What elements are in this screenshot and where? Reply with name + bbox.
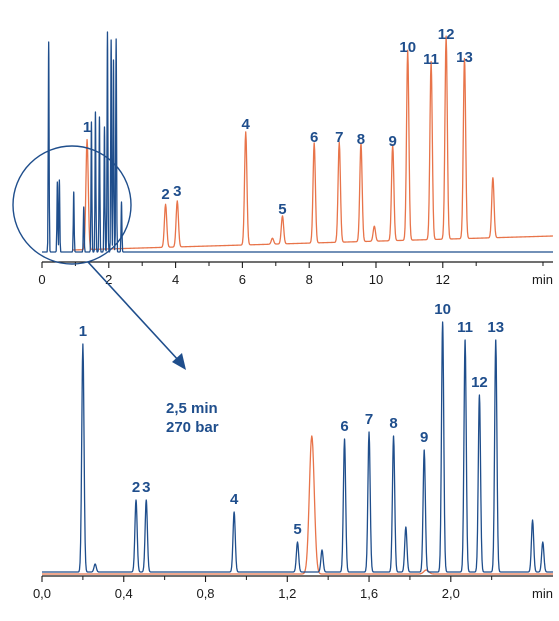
bottom-tick-label: 0,0 bbox=[33, 586, 51, 601]
top-x-axis-unit: min bbox=[532, 272, 553, 287]
top-peak-label-7: 7 bbox=[335, 129, 343, 146]
bottom-peak-label-5: 5 bbox=[293, 521, 301, 538]
top-peak-label-8: 8 bbox=[357, 131, 365, 148]
top-peak-label-9: 9 bbox=[389, 133, 397, 150]
top-trace-blue bbox=[41, 31, 554, 253]
top-tick-label: 10 bbox=[369, 272, 383, 287]
annotation-run-time: 2,5 min bbox=[166, 400, 218, 417]
top-peak-label-13: 13 bbox=[456, 49, 473, 66]
top-tick-label: 0 bbox=[38, 272, 45, 287]
top-peak-label-1: 1 bbox=[83, 119, 91, 136]
top-peak-label-10: 10 bbox=[399, 39, 416, 56]
top-tick-label: 2 bbox=[105, 272, 112, 287]
annotation-pressure: 270 bar bbox=[166, 419, 219, 436]
zoom-arrow-shaft bbox=[87, 261, 181, 363]
bottom-tick-label: 0,8 bbox=[196, 586, 214, 601]
bottom-peak-label-7: 7 bbox=[365, 411, 373, 428]
bottom-peak-label-2: 2 bbox=[132, 479, 140, 496]
bottom-tick-label: 2,0 bbox=[442, 586, 460, 601]
bottom-trace-blue bbox=[41, 321, 554, 573]
top-peak-label-3: 3 bbox=[173, 183, 181, 200]
top-peak-label-4: 4 bbox=[242, 116, 251, 133]
zoom-arrow-head bbox=[172, 353, 186, 370]
bottom-peak-label-12: 12 bbox=[471, 374, 488, 391]
bottom-peak-label-3: 3 bbox=[142, 479, 150, 496]
top-peak-label-2: 2 bbox=[161, 186, 169, 203]
bottom-x-axis-unit: min bbox=[532, 586, 553, 601]
top-peak-label-12: 12 bbox=[438, 26, 455, 43]
bottom-tick-label: 0,4 bbox=[115, 586, 133, 601]
bottom-peak-label-13: 13 bbox=[487, 319, 504, 336]
zoom-circle bbox=[12, 145, 132, 265]
bottom-peak-label-10: 10 bbox=[434, 301, 451, 318]
bottom-tick-label: 1,2 bbox=[278, 586, 296, 601]
bottom-peak-label-6: 6 bbox=[340, 418, 348, 435]
bottom-trace-orange bbox=[41, 435, 554, 575]
top-tick-label: 6 bbox=[239, 272, 246, 287]
bottom-peak-label-11: 11 bbox=[457, 319, 473, 336]
top-peak-label-5: 5 bbox=[278, 201, 286, 218]
top-tick-label: 8 bbox=[306, 272, 313, 287]
bottom-tick-label: 1,6 bbox=[360, 586, 378, 601]
top-peak-label-11: 11 bbox=[423, 51, 439, 68]
bottom-peak-label-1: 1 bbox=[79, 323, 87, 340]
bottom-peak-label-4: 4 bbox=[230, 491, 239, 508]
top-trace-orange bbox=[71, 35, 554, 251]
top-tick-label: 4 bbox=[172, 272, 179, 287]
top-peak-label-6: 6 bbox=[310, 129, 318, 146]
bottom-peak-label-9: 9 bbox=[420, 429, 428, 446]
bottom-peak-label-8: 8 bbox=[389, 415, 397, 432]
top-tick-label: 12 bbox=[436, 272, 450, 287]
